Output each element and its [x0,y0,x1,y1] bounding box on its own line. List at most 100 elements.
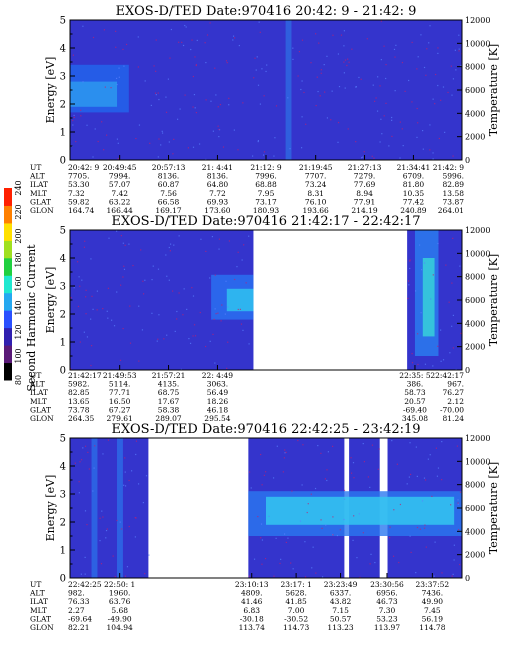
noise-speck [78,481,80,483]
row-value: 49.90 [422,597,444,606]
noise-speck [437,467,440,469]
row-value: 6337. [330,589,351,598]
noise-speck [174,330,176,333]
noise-speck [204,42,206,44]
noise-speck [92,36,95,39]
y2-tick-label: 4000 [465,109,485,118]
row-value: 8.31 [307,189,324,198]
colorbar-segment [4,345,12,364]
noise-speck [238,44,240,47]
row-value: 57.07 [109,180,131,189]
noise-speck [126,566,129,568]
noise-speck [170,28,172,31]
noise-speck [292,568,294,570]
noise-speck [320,452,322,455]
noise-speck [178,41,180,43]
noise-speck [122,48,124,51]
row-value: 295.54 [204,414,230,423]
row-value: 5628. [285,589,306,598]
noise-speck [437,345,439,347]
noise-speck [450,504,452,506]
noise-speck [417,333,419,335]
noise-speck [217,106,219,108]
row-label-ut: UT [30,580,41,589]
noise-speck [455,69,457,71]
noise-speck [70,297,72,299]
noise-speck [161,132,164,134]
noise-speck [371,444,374,446]
noise-speck [411,41,413,44]
noise-speck [425,74,427,76]
noise-speck [393,509,395,511]
noise-speck [287,97,289,99]
noise-speck [284,452,286,454]
noise-speck [297,439,299,442]
colorbar-segment [4,327,12,346]
noise-speck [108,237,110,239]
row-value: 5996. [443,172,464,181]
noise-speck [153,65,155,67]
row-label-mlt: MLT [30,189,47,198]
row-value: 20:57:13 [152,163,186,172]
row-value: 113.74 [239,623,265,632]
noise-speck [323,64,325,66]
noise-speck [144,279,146,281]
noise-speck [192,295,195,297]
row-label-mlt: MLT [30,397,47,406]
y-tick-label: 4 [60,462,66,473]
noise-speck [110,319,113,321]
noise-speck [399,121,401,123]
noise-speck [205,61,207,64]
noise-speck [444,131,446,133]
row-label-alt: ALT [29,589,45,598]
y-tick-label: 3 [60,490,66,501]
row-value: -70.00 [440,405,464,414]
noise-speck [113,325,116,327]
noise-speck [166,334,168,336]
noise-speck [458,48,460,50]
noise-speck [370,553,372,555]
noise-speck [120,234,122,237]
data-interval [70,20,462,160]
noise-speck [178,235,180,237]
noise-speck [257,139,259,142]
noise-speck [459,563,461,566]
noise-speck [420,269,423,271]
noise-speck [92,156,94,158]
noise-speck [142,280,144,282]
noise-speck [272,477,275,479]
row-value: 13.65 [68,397,90,406]
noise-speck [344,59,347,61]
panel-2: EXOS-D/TED Date:970416 21:42:17 - 22:42:… [29,214,500,423]
noise-speck [171,290,174,292]
noise-speck [343,518,345,521]
noise-speck [253,558,256,560]
row-value: 21:34:41 [397,163,431,172]
noise-speck [310,493,312,495]
noise-speck [434,103,436,105]
noise-speck [433,575,435,577]
row-value: 7.56 [160,189,177,198]
row-value: -49.90 [108,614,132,623]
noise-speck [86,336,89,338]
panel-title: EXOS-D/TED Date:970416 20:42: 9 - 21:42:… [116,4,417,19]
noise-speck [402,144,404,147]
noise-speck [168,279,170,281]
noise-speck [234,278,236,281]
noise-speck [85,313,87,315]
noise-speck [408,284,410,286]
row-value: 53.23 [376,614,398,623]
noise-speck [243,244,245,246]
row-value: 4135. [158,380,179,389]
noise-speck [428,42,430,44]
noise-speck [255,69,257,71]
row-value: 58.38 [158,405,180,414]
y-tick-label: 2 [60,100,66,111]
noise-speck [399,157,401,159]
noise-speck [90,345,93,347]
noise-speck [221,304,223,306]
noise-speck [408,280,410,282]
noise-speck [79,341,81,343]
noise-speck [116,138,119,140]
row-label-glon: GLON [30,414,54,423]
